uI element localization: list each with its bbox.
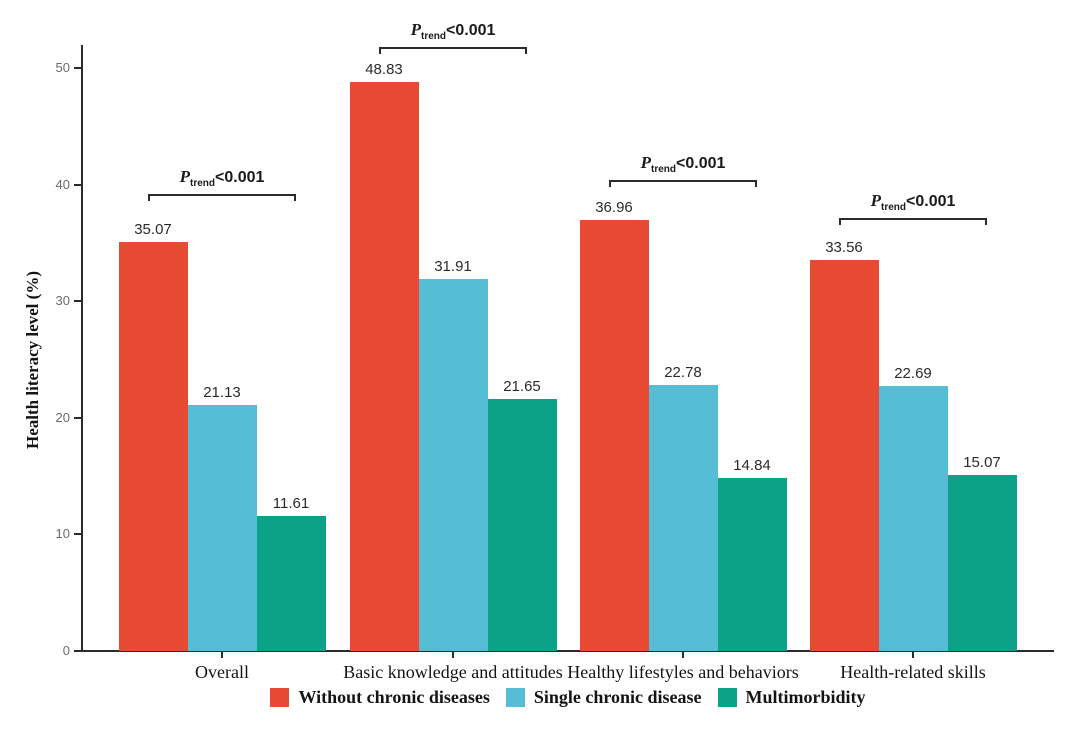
p-trend-annotation: Ptrend<0.001 xyxy=(112,166,332,189)
y-axis-line xyxy=(81,45,83,652)
bar-value-label: 21.65 xyxy=(503,377,541,395)
y-axis-tick xyxy=(74,67,81,69)
legend-item: Multimorbidity xyxy=(717,687,866,708)
bar-value-label: 35.07 xyxy=(134,221,172,239)
significance-bracket xyxy=(148,193,296,201)
bar-value-label: 15.07 xyxy=(963,454,1001,472)
x-axis-tick xyxy=(682,652,684,658)
y-axis-tick-label: 50 xyxy=(55,60,70,75)
category-label: Overall xyxy=(195,662,249,682)
legend-label: Single chronic disease xyxy=(533,687,702,707)
bar xyxy=(487,398,557,651)
y-axis-title-wrap: Health literacy level (%) xyxy=(23,260,45,460)
bar xyxy=(717,477,787,651)
bar-value-label: 36.96 xyxy=(595,199,633,217)
p-subscript: trend xyxy=(421,31,446,42)
significance-bracket xyxy=(609,179,757,187)
p-trend-annotation: Ptrend<0.001 xyxy=(803,190,1023,214)
p-subscript: trend xyxy=(881,202,906,214)
bar xyxy=(878,386,948,651)
bar xyxy=(187,404,257,651)
y-axis-tick xyxy=(74,650,81,652)
bar xyxy=(947,475,1017,651)
significance-bracket xyxy=(839,218,987,226)
bar-value-label: 14.84 xyxy=(733,456,771,474)
legend-item: Without chronic diseases xyxy=(270,687,490,708)
p-subscript: trend xyxy=(651,163,676,175)
bar-value-label: 48.83 xyxy=(365,60,403,78)
y-axis-tick xyxy=(74,183,81,186)
bar-value-label: 22.78 xyxy=(664,364,702,382)
y-axis-tick-label: 40 xyxy=(55,176,70,192)
p-value: <0.001 xyxy=(906,193,956,211)
legend-label: Multimorbidity xyxy=(745,687,866,707)
p-trend-annotation: Ptrend<0.001 xyxy=(573,152,793,175)
p-subscript: trend xyxy=(190,177,215,189)
category-label: Basic knowledge and attitudes xyxy=(343,662,563,682)
bar-value-label: 22.69 xyxy=(894,365,932,383)
p-symbol: P xyxy=(410,20,421,39)
legend-swatch xyxy=(270,688,290,707)
category-label: Health-related skills xyxy=(840,662,986,682)
p-value: <0.001 xyxy=(676,154,726,172)
y-axis-tick xyxy=(74,533,81,536)
legend-label: Without chronic diseases xyxy=(298,687,490,707)
category-label: Healthy lifestyles and behaviors xyxy=(567,662,799,682)
bar xyxy=(648,385,718,651)
bar-value-label: 21.13 xyxy=(203,383,241,401)
y-axis-tick-label: 10 xyxy=(55,526,70,542)
x-axis-line xyxy=(81,650,1054,652)
y-axis-tick-label: 0 xyxy=(62,643,70,658)
bar xyxy=(418,278,488,651)
legend-swatch xyxy=(717,688,737,707)
p-symbol: P xyxy=(179,166,190,186)
bar xyxy=(579,220,649,651)
bar-value-label: 33.56 xyxy=(825,238,863,256)
bar xyxy=(349,81,419,651)
y-axis-tick-label: 30 xyxy=(55,293,70,309)
bar-value-label: 31.91 xyxy=(434,257,472,275)
p-value: <0.001 xyxy=(215,168,265,186)
bar xyxy=(809,259,879,651)
bar xyxy=(256,515,326,651)
x-axis-tick xyxy=(912,652,914,658)
legend-swatch xyxy=(505,688,525,707)
x-axis-tick xyxy=(452,652,454,658)
y-axis-tick-label: 20 xyxy=(55,409,70,425)
y-axis-tick xyxy=(74,300,81,303)
chart-legend: Without chronic diseases Single chronic d… xyxy=(83,687,1053,708)
bar-value-label: 11.61 xyxy=(272,494,310,512)
bar xyxy=(118,242,188,651)
p-symbol: P xyxy=(870,191,881,211)
p-value: <0.001 xyxy=(446,22,496,39)
x-axis-tick xyxy=(221,652,223,658)
legend-item: Single chronic disease xyxy=(505,687,702,708)
p-trend-annotation: Ptrend<0.001 xyxy=(343,19,563,42)
y-axis-tick xyxy=(74,416,81,419)
significance-bracket xyxy=(379,47,527,54)
p-symbol: P xyxy=(640,152,651,172)
